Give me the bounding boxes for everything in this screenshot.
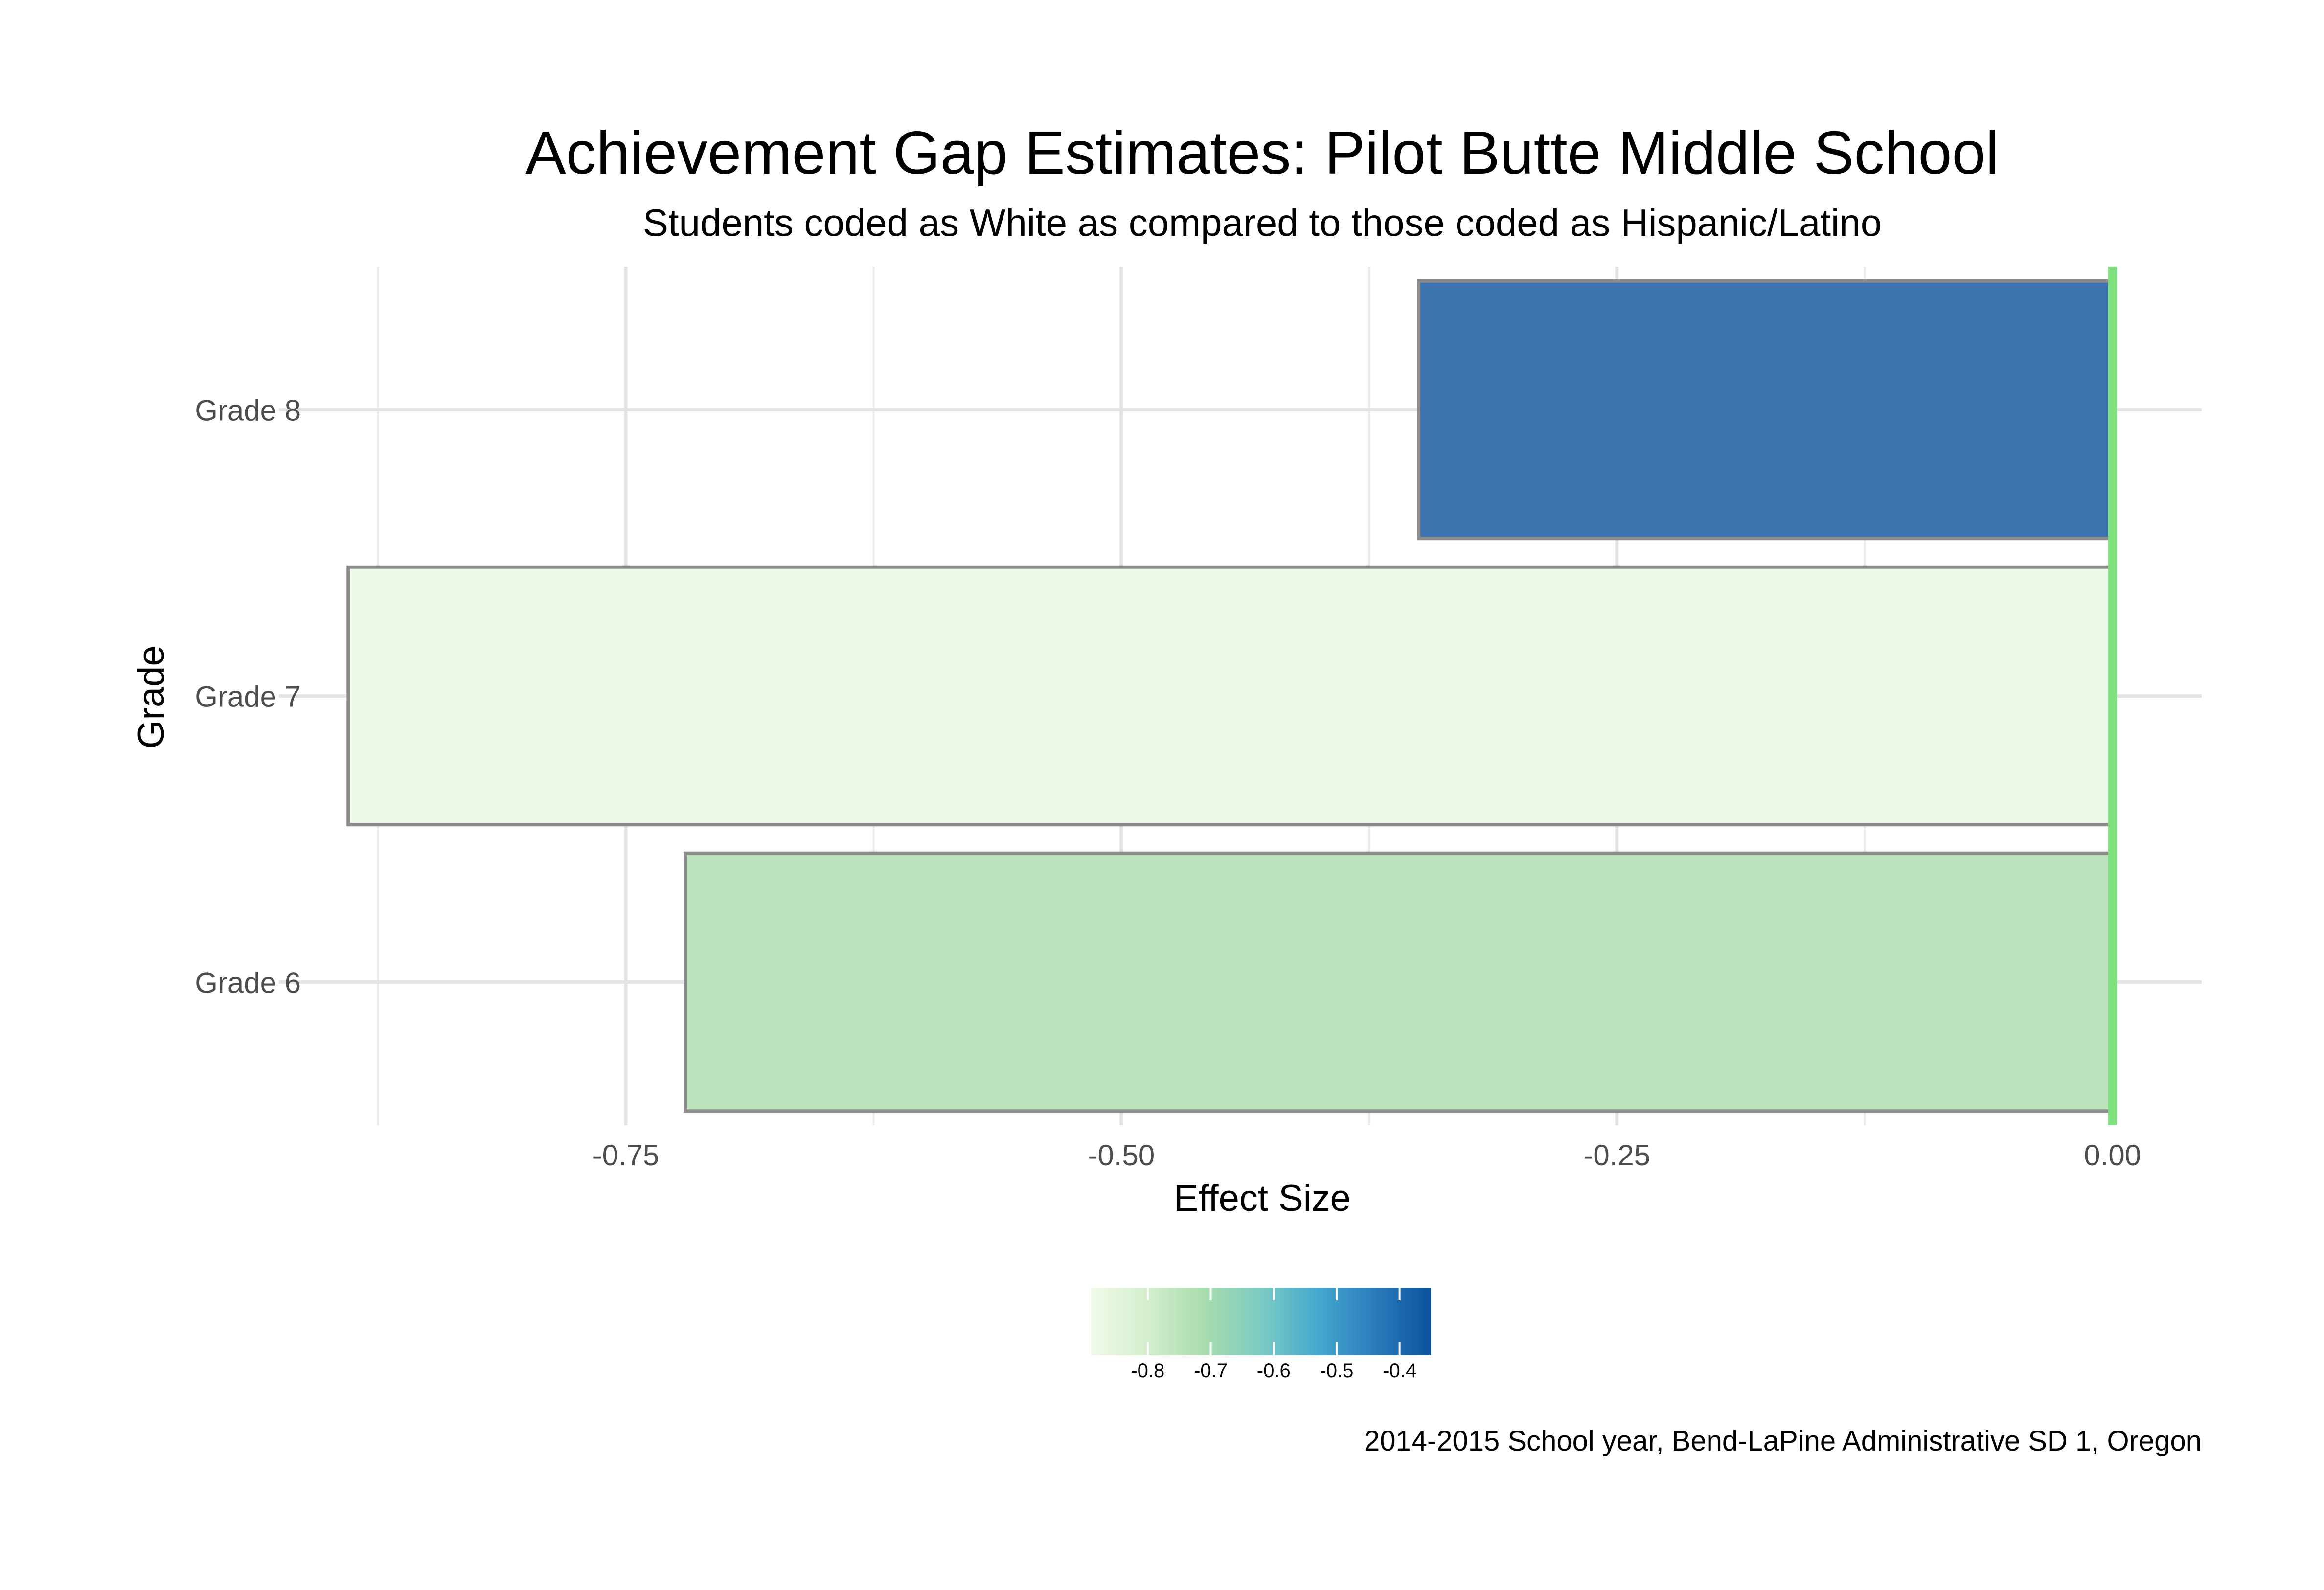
chart-caption: 2014-2015 School year, Bend-LaPine Admin… bbox=[1364, 1425, 2202, 1457]
x-tick-label: 0.00 bbox=[2084, 1139, 2141, 1172]
plot-area: Grade 6 Grade 7 Grade 8 -0.75 -0.50 -0.25 0.00 bbox=[195, 267, 2202, 1172]
chart-title: Achievement Gap Estimates: Pilot Butte M… bbox=[525, 119, 1999, 187]
y-tick-label: Grade 6 bbox=[195, 967, 301, 999]
colorbar-tick-label: -0.5 bbox=[1320, 1360, 1353, 1382]
bar-grade-7 bbox=[346, 565, 2115, 827]
y-tick-label: Grade 7 bbox=[195, 681, 301, 713]
bar-grade-6 bbox=[684, 851, 2115, 1113]
x-tick-label: -0.50 bbox=[1088, 1139, 1155, 1172]
colorbar-tick-label: -0.8 bbox=[1131, 1360, 1164, 1382]
colorbar-tick-label: -0.4 bbox=[1383, 1360, 1416, 1382]
colorbar-legend: -0.8 -0.7 -0.6 -0.5 -0.4 bbox=[1091, 1288, 1431, 1382]
y-tick-label: Grade 8 bbox=[195, 394, 301, 427]
x-tick-label: -0.25 bbox=[1583, 1139, 1650, 1172]
colorbar bbox=[1091, 1288, 1431, 1355]
bar-grade-8 bbox=[1417, 279, 2115, 541]
colorbar-tick-label: -0.7 bbox=[1194, 1360, 1228, 1382]
colorbar-tick-label: -0.6 bbox=[1257, 1360, 1291, 1382]
x-tick-label: -0.75 bbox=[592, 1139, 660, 1172]
x-axis-title: Effect Size bbox=[1174, 1178, 1351, 1219]
y-axis-title: Grade bbox=[131, 645, 172, 749]
chart-subtitle: Students coded as White as compared to t… bbox=[643, 201, 1882, 244]
